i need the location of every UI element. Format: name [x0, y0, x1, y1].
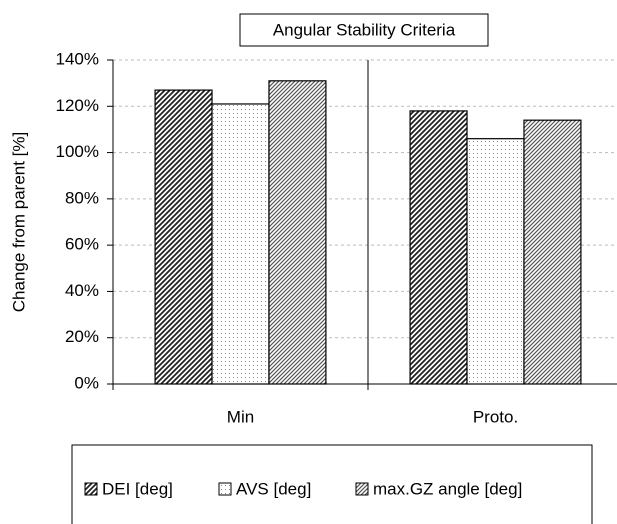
- y-tick-label: 140%: [56, 49, 99, 68]
- title-box: [239, 13, 489, 47]
- bar: [211, 103, 270, 385]
- y-tick-label: 0%: [74, 373, 99, 392]
- bar: [268, 80, 327, 385]
- x-tick-label: Min: [227, 407, 254, 426]
- legend-label: DEI [deg]: [102, 479, 173, 498]
- y-tick-label: 80%: [65, 188, 99, 207]
- legend-box: [71, 444, 593, 524]
- bar: [409, 110, 468, 385]
- x-tick-label: Proto.: [473, 407, 518, 426]
- y-tick-label: 20%: [65, 327, 99, 346]
- legend-swatch: [84, 482, 98, 496]
- y-tick-label: 120%: [56, 96, 99, 115]
- legend-label: max.GZ angle [deg]: [373, 479, 522, 498]
- bar: [523, 119, 582, 385]
- legend-swatch: [355, 482, 369, 496]
- chart-title: Angular Stability Criteria: [273, 20, 456, 39]
- bar: [466, 138, 525, 385]
- legend-swatch: [218, 482, 232, 496]
- y-tick-label: 60%: [65, 235, 99, 254]
- y-tick-label: 100%: [56, 142, 99, 161]
- y-tick-label: 40%: [65, 281, 99, 300]
- legend-label: AVS [deg]: [236, 479, 311, 498]
- y-axis-label: Change from parent [%]: [9, 132, 28, 312]
- bar: [154, 89, 213, 385]
